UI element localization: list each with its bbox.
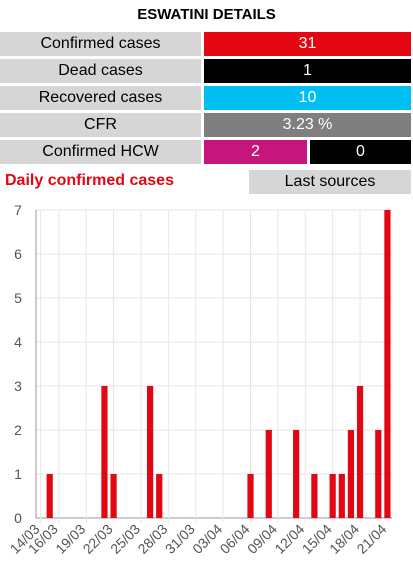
x-tick-label: 09/04 (244, 521, 280, 557)
y-tick-label: 0 (14, 510, 22, 526)
bar-21-03 (101, 386, 108, 518)
bar-26-03 (146, 386, 154, 518)
y-tick-label: 3 (14, 378, 22, 394)
cfr-label: CFR (0, 113, 201, 137)
bar-08-04 (265, 430, 272, 518)
x-tick-label: 19/03 (52, 521, 88, 557)
x-tick-label: 06/04 (217, 521, 253, 557)
bar-15-03 (46, 474, 53, 518)
last-sources-button[interactable]: Last sources (249, 170, 411, 194)
recovered-cases-row: Recovered cases 10 (0, 86, 413, 110)
daily-confirmed-title: Daily confirmed cases (5, 172, 174, 189)
bar-13-04 (311, 474, 318, 518)
x-tick-label: 12/04 (271, 521, 307, 557)
y-tick-label: 5 (14, 290, 22, 306)
x-tick-label: 15/04 (299, 521, 335, 557)
confirmed-cases-value: 31 (204, 32, 411, 56)
cfr-row: CFR 3.23 % (0, 113, 413, 137)
confirmed-hcw-label: Confirmed HCW (0, 140, 201, 164)
x-tick-label: 28/03 (134, 521, 170, 557)
x-tick-label: 21/04 (353, 521, 389, 557)
bar-15-04 (329, 474, 336, 518)
cfr-value: 3.23 % (204, 113, 411, 137)
daily-cases-chart: 0123456714/0316/0319/0322/0325/0328/0331… (7, 202, 392, 557)
bar-22-03 (110, 474, 117, 518)
x-tick-label: 31/03 (162, 521, 198, 557)
dead-cases-label: Dead cases (0, 59, 201, 83)
bar-06-04 (247, 474, 254, 518)
recovered-cases-label: Recovered cases (0, 86, 201, 110)
bar-27-03 (156, 474, 163, 518)
bar-18-04 (356, 386, 364, 518)
y-tick-label: 6 (14, 246, 22, 262)
recovered-cases-value: 10 (204, 86, 411, 110)
dead-cases-row: Dead cases 1 (0, 59, 413, 83)
page-title: ESWATINI DETAILS (137, 6, 276, 23)
bar-20-04 (375, 430, 382, 518)
y-tick-label: 7 (14, 202, 22, 218)
confirmed-hcw-value-2: 0 (310, 140, 411, 164)
bar-21-04 (384, 210, 391, 518)
y-tick-label: 4 (14, 334, 22, 350)
bar-17-04 (347, 430, 355, 518)
x-tick-label: 22/03 (80, 521, 116, 557)
bar-16-04 (338, 474, 345, 518)
bar-11-04 (293, 430, 300, 518)
dead-cases-value: 1 (204, 59, 411, 83)
confirmed-cases-row: Confirmed cases 31 (0, 32, 413, 56)
y-tick-label: 2 (14, 422, 22, 438)
x-tick-label: 03/04 (189, 521, 225, 557)
confirmed-hcw-row: Confirmed HCW 2 0 (0, 140, 413, 164)
confirmed-hcw-value-1: 2 (204, 140, 307, 164)
x-tick-label: 18/04 (326, 521, 362, 557)
confirmed-cases-label: Confirmed cases (0, 32, 201, 56)
x-tick-label: 25/03 (107, 521, 143, 557)
y-tick-label: 1 (14, 466, 22, 482)
